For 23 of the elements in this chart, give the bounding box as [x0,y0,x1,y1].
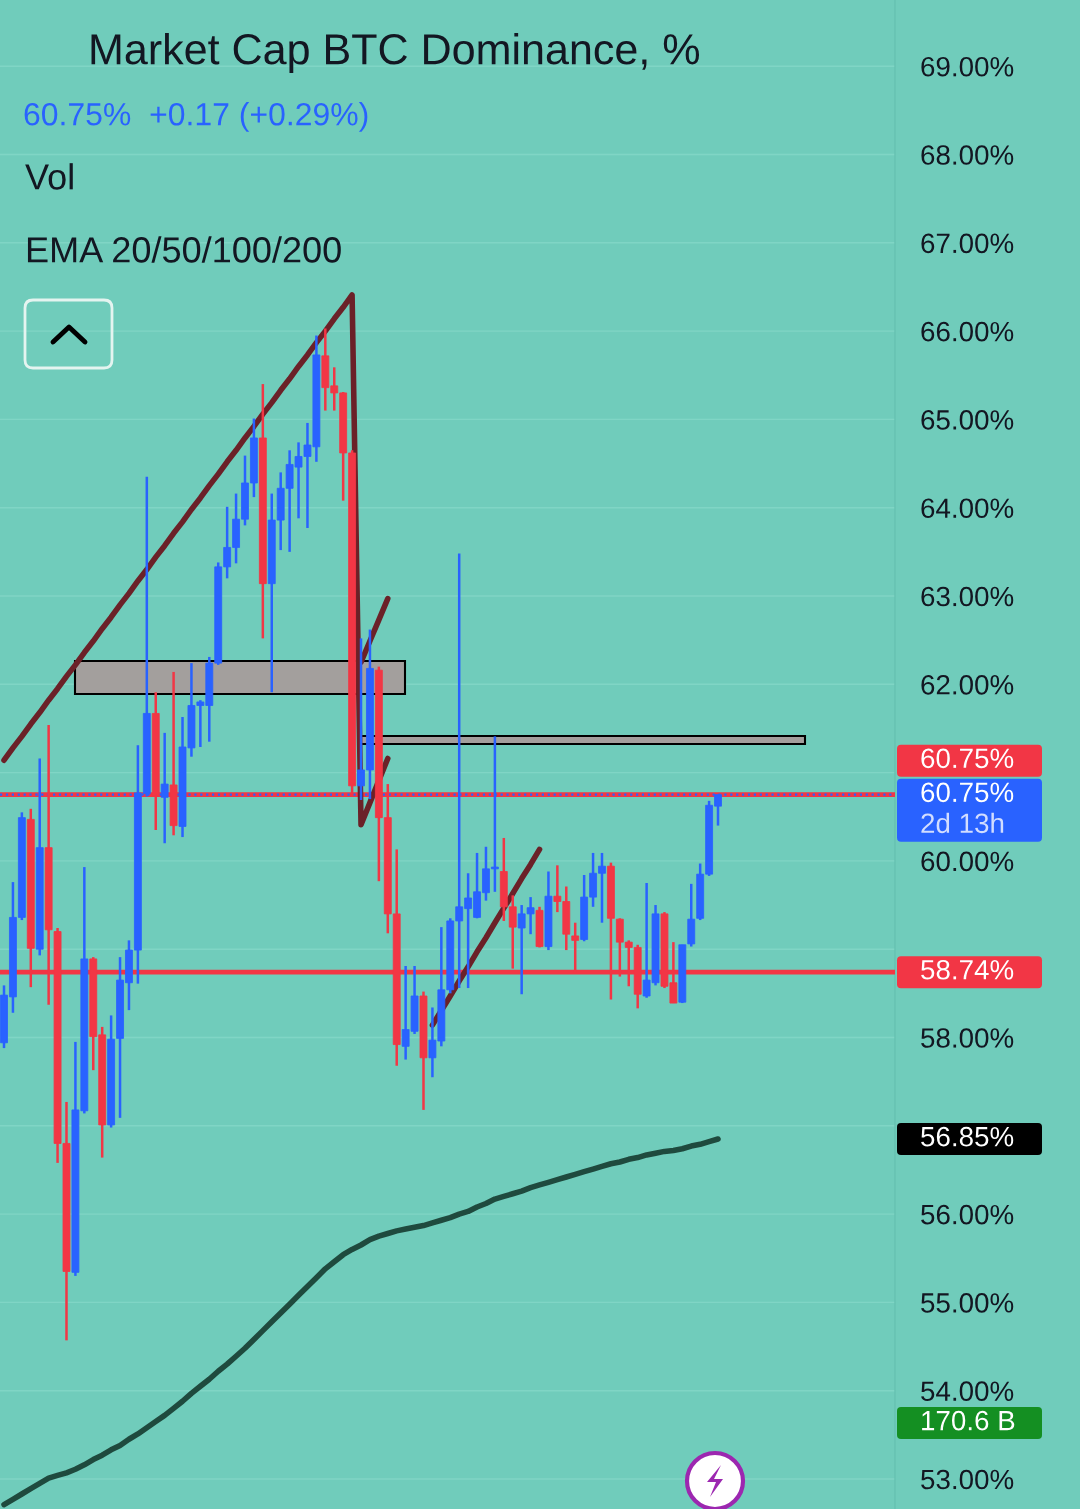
annotation: Vol [25,163,73,190]
ref-line-label: 60.75% [921,748,1014,769]
text: 56.85% [921,1126,1014,1147]
y-tick-label: 56.00% [921,1204,1014,1225]
y-tick-label: 54.00% [921,1381,1014,1402]
annotation: EMA 20/50/100/200 [27,236,341,263]
y-tick-label: 53.00% [921,1469,1014,1490]
y-tick-label: 55.00% [921,1293,1014,1313]
y-tick-label: 64.00% [921,498,1014,519]
y-tick-label: 63.00% [921,586,1014,607]
text: Market Cap BTC Dominance, % [91,32,700,74]
y-tick-label: 67.00% [921,233,1014,254]
y-tick-label: 58.00% [921,1028,1014,1048]
y-tick-label: 66.00% [921,321,1014,342]
y-tick-label: 60.00% [921,851,1014,872]
ref-line-label: 58.74% [921,959,1014,980]
y-tick-label: 62.00% [921,674,1014,695]
y-tick-label: 65.00% [921,410,1014,430]
text: 60.75% +0.17 (+0.29%) [24,102,368,132]
y-tick-label: 69.00% [921,56,1014,77]
text: 170.6 B [922,1410,1015,1431]
ref-line-label: 60.75% 2d 13h [921,782,1014,834]
y-tick-label: 68.00% [921,145,1014,165]
